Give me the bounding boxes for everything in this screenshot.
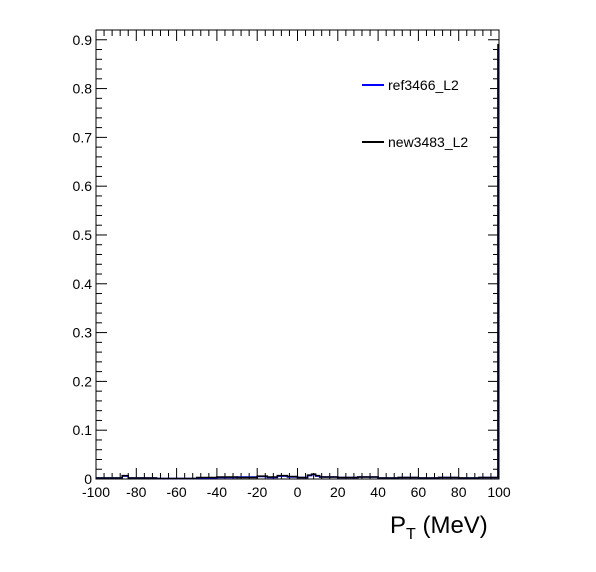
y-tick-label: 0.8 bbox=[73, 81, 93, 97]
x-tick-label: 80 bbox=[451, 484, 467, 500]
y-tick-label: 0.4 bbox=[73, 276, 93, 292]
y-tick-label: 0 bbox=[84, 471, 92, 487]
x-tick-label: 0 bbox=[294, 484, 302, 500]
x-axis-title-unit: (MeV) bbox=[416, 512, 488, 539]
x-tick-label: 100 bbox=[487, 484, 511, 500]
y-tick-label: 0.5 bbox=[73, 227, 93, 243]
x-tick-label: 60 bbox=[411, 484, 427, 500]
y-tick-label: 0.2 bbox=[73, 373, 93, 389]
x-tick-label: -80 bbox=[126, 484, 146, 500]
legend-box bbox=[358, 66, 490, 168]
y-tick-label: 0.1 bbox=[73, 422, 93, 438]
series-layer bbox=[96, 43, 499, 480]
y-tick-label: 0.3 bbox=[73, 325, 93, 341]
legend-label-new: new3483_L2 bbox=[388, 134, 468, 150]
y-tick-label: 0.6 bbox=[73, 178, 93, 194]
x-tick-label: -20 bbox=[247, 484, 267, 500]
x-axis-title: PT (MeV) bbox=[390, 512, 488, 543]
series-line-1 bbox=[96, 43, 499, 480]
legend: ref3466_L2 new3483_L2 bbox=[358, 66, 490, 168]
x-axis-title-main: P bbox=[390, 512, 406, 539]
legend-label-ref: ref3466_L2 bbox=[388, 77, 459, 93]
x-tick-label: 40 bbox=[370, 484, 386, 500]
x-tick-label: -100 bbox=[82, 484, 110, 500]
y-tick-label: 0.7 bbox=[73, 129, 93, 145]
x-axis-title-sub: T bbox=[406, 526, 416, 543]
x-tick-label: -60 bbox=[166, 484, 186, 500]
x-tick-label: -40 bbox=[207, 484, 227, 500]
y-tick-label: 0.9 bbox=[73, 32, 93, 48]
x-tick-label: 20 bbox=[330, 484, 346, 500]
